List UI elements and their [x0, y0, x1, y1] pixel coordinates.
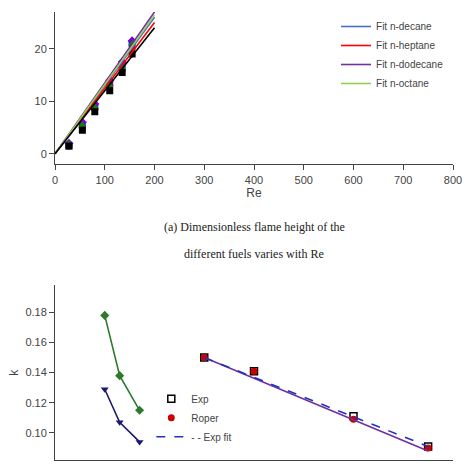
svg-text:100: 100: [96, 174, 114, 186]
svg-text:0.14: 0.14: [25, 366, 46, 378]
svg-text:0.12: 0.12: [25, 397, 46, 409]
svg-text:k: k: [7, 369, 21, 376]
svg-text:Exp: Exp: [191, 394, 209, 405]
svg-text:10: 10: [35, 95, 47, 107]
svg-text:- - Exp fit: - - Exp fit: [191, 432, 231, 443]
svg-text:Fit n-heptane: Fit n-heptane: [376, 40, 435, 51]
svg-text:different fuels varies with Re: different fuels varies with Re: [184, 247, 324, 261]
svg-text:0.10: 0.10: [25, 427, 46, 439]
svg-text:0.18: 0.18: [25, 306, 46, 318]
svg-text:0: 0: [52, 174, 58, 186]
svg-text:700: 700: [394, 174, 412, 186]
svg-text:800: 800: [444, 174, 462, 186]
svg-text:600: 600: [344, 174, 362, 186]
svg-text:Re: Re: [246, 186, 262, 200]
svg-text:200: 200: [145, 174, 163, 186]
svg-text:300: 300: [195, 174, 213, 186]
svg-text:Fit n-decane: Fit n-decane: [376, 21, 432, 32]
svg-text:Fit n-octane: Fit n-octane: [376, 78, 429, 89]
svg-text:0: 0: [41, 148, 47, 160]
svg-text:(a) Dimensionless flame height: (a) Dimensionless flame height of the: [164, 220, 345, 234]
svg-text:500: 500: [295, 174, 313, 186]
svg-text:Roper: Roper: [191, 413, 219, 424]
svg-text:20: 20: [35, 43, 47, 55]
svg-text:0.16: 0.16: [25, 336, 46, 348]
svg-text:Fit n-dodecane: Fit n-dodecane: [376, 59, 443, 70]
svg-text:400: 400: [245, 174, 263, 186]
